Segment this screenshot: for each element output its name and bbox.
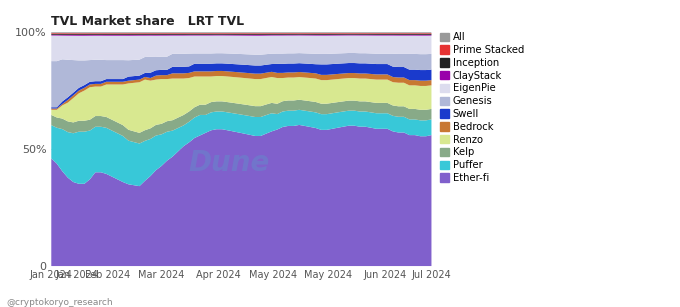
Text: TVL Market share   LRT TVL: TVL Market share LRT TVL xyxy=(51,15,244,28)
Text: @cryptokoryo_research: @cryptokoryo_research xyxy=(7,298,114,307)
Text: Dune: Dune xyxy=(189,149,270,177)
Legend: All, Prime Stacked, Inception, ClayStack, EigenPie, Genesis, Swell, Bedrock, Ren: All, Prime Stacked, Inception, ClayStack… xyxy=(440,32,524,183)
